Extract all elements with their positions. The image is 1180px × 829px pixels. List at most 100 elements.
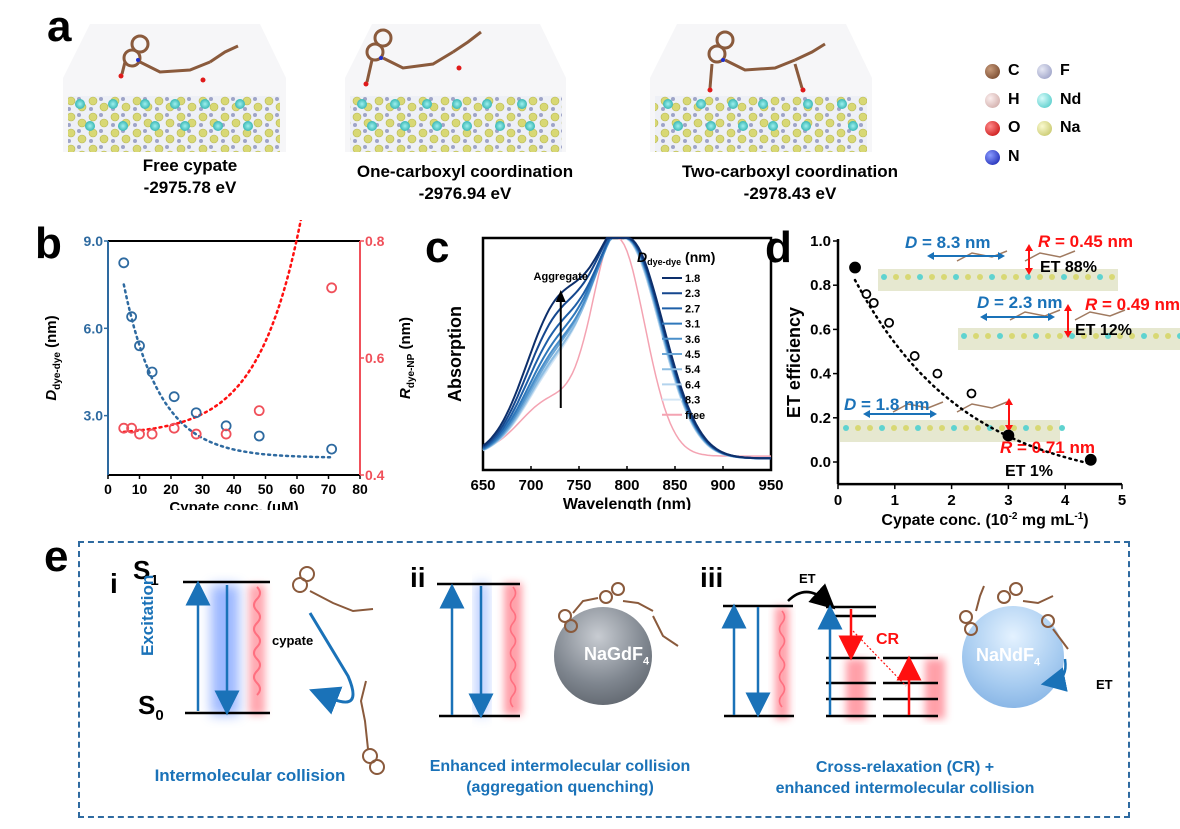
atom-ball-icon [985, 92, 1000, 108]
inset-atom [951, 425, 957, 431]
inset-atom [893, 274, 899, 280]
structure-3-caption: Two-carboxyl coordination -2978.43 eV [640, 161, 940, 205]
inset-atom [903, 425, 909, 431]
inset-cypate [892, 401, 1008, 413]
inset-d-label: D = 8.3 nm [905, 233, 991, 252]
structure-free-cypate [63, 24, 286, 152]
inset-et-label: ET 12% [1075, 322, 1132, 339]
mechanism-diagrams [183, 566, 1069, 775]
red-glow [775, 607, 789, 719]
x-tick-label: 3 [1004, 492, 1012, 509]
inset-atom [1009, 333, 1015, 339]
inset-atom [1035, 425, 1041, 431]
structure-1-caption: Free cypate -2975.78 eV [90, 155, 290, 199]
atom-ball-icon [1037, 63, 1052, 79]
inset-atom [867, 425, 873, 431]
legend-label: 2.7 [685, 303, 700, 315]
x-tick-label: 20 [163, 481, 179, 497]
inset-atom [1045, 333, 1051, 339]
legend-item-f: F [1037, 62, 1070, 80]
excitation-label: Excitation [138, 574, 157, 656]
diagram-ii [437, 582, 679, 719]
inset-atom [1025, 274, 1031, 280]
sub-i-caption: Intermolecular collision [154, 766, 346, 785]
inset-atom [1153, 333, 1159, 339]
legend-item-n: N [985, 148, 1020, 166]
x-tick-label: 80 [352, 481, 368, 497]
d-data-point [146, 366, 158, 378]
x-tick-label: 800 [614, 477, 639, 494]
collision-arrow [308, 612, 355, 715]
r-data-point [190, 428, 202, 440]
et-fit-curve [853, 278, 1093, 465]
inset-atom [985, 333, 991, 339]
inset-atom [1105, 333, 1111, 339]
x-tick-label: 60 [289, 481, 305, 497]
inset-atom [905, 274, 911, 280]
nd-atoms [75, 99, 253, 131]
y-axis-label: ET efficiency [784, 307, 804, 418]
atom-ball-icon [985, 63, 1000, 79]
inset-atom [1073, 274, 1079, 280]
panel-c-label: c [425, 223, 450, 272]
nandf4-label: NaNdF4 [976, 645, 1041, 669]
atom-ball-icon [985, 120, 1000, 136]
inset-atom [1059, 425, 1065, 431]
aggregate-label: Aggregate [534, 271, 588, 283]
et-data-point-open [909, 351, 920, 361]
spectrum-line-3-6 [482, 237, 772, 460]
inset-atom [997, 333, 1003, 339]
inset-atom [1093, 333, 1099, 339]
x-tick-label: 650 [470, 477, 495, 494]
spectrum-line-2-3 [482, 237, 771, 460]
inset-atom [1165, 333, 1171, 339]
nonradiative-wave [509, 586, 517, 708]
inset-d-label: D = 1.8 nm [844, 395, 930, 414]
inset-atom [1023, 425, 1029, 431]
y-right-axis-label: Rdye-NP (nm) [397, 317, 417, 399]
inset-atom [927, 425, 933, 431]
spectrum-line-3-1 [482, 237, 772, 460]
red-glow [925, 659, 945, 719]
nandf4-nanoparticle [962, 606, 1064, 708]
r-data-point [126, 422, 138, 434]
inset-atom [929, 274, 935, 280]
inset-atom [963, 425, 969, 431]
et-side-label: ET [1096, 677, 1113, 692]
inset-r-arrowheads [1025, 244, 1033, 275]
x-tick-label: 0 [104, 481, 112, 497]
x-tick-label: 4 [1061, 492, 1070, 509]
inset-r-label: R = 0.71 nm [1000, 438, 1095, 457]
cypate-molecule-icon [292, 566, 385, 775]
sub-ii-label: ii [410, 562, 426, 593]
inset-atom [961, 333, 967, 339]
inset-atom [1037, 274, 1043, 280]
spectrum-line-8-3 [482, 237, 772, 460]
cr-label: CR [876, 631, 900, 648]
legend-title: Ddye-dye (nm) [637, 249, 715, 267]
spectrum-line-2-7 [482, 237, 771, 460]
x-tick-label: 70 [321, 481, 337, 497]
inset-atom [939, 425, 945, 431]
y-tick-label: 0.2 [810, 410, 831, 427]
d-data-point [326, 443, 338, 455]
panel-d-label: d [765, 223, 792, 272]
r-data-point [326, 282, 338, 294]
legend-item-na: Na [1037, 119, 1080, 137]
sub-ii-caption: Enhanced intermolecular collision (aggre… [429, 758, 691, 796]
inset-atom [843, 425, 849, 431]
x-tick-label: 1 [891, 492, 899, 509]
cypate-molecule [120, 34, 239, 75]
et-data-point-filled [1084, 453, 1097, 466]
legend-item-h: H [985, 91, 1020, 109]
et-curve-arrow [1040, 658, 1068, 692]
y-right-tick-label: 0.4 [365, 467, 385, 483]
inset-atom [1061, 274, 1067, 280]
inset-atom [1047, 425, 1053, 431]
inset-atom [1011, 425, 1017, 431]
spectrum-line-1-8 [482, 237, 771, 460]
inset-atom [973, 333, 979, 339]
inset-r-label: R = 0.49 nm [1085, 295, 1180, 314]
legend-label: 3.6 [685, 334, 700, 346]
x-tick-label: 30 [195, 481, 211, 497]
